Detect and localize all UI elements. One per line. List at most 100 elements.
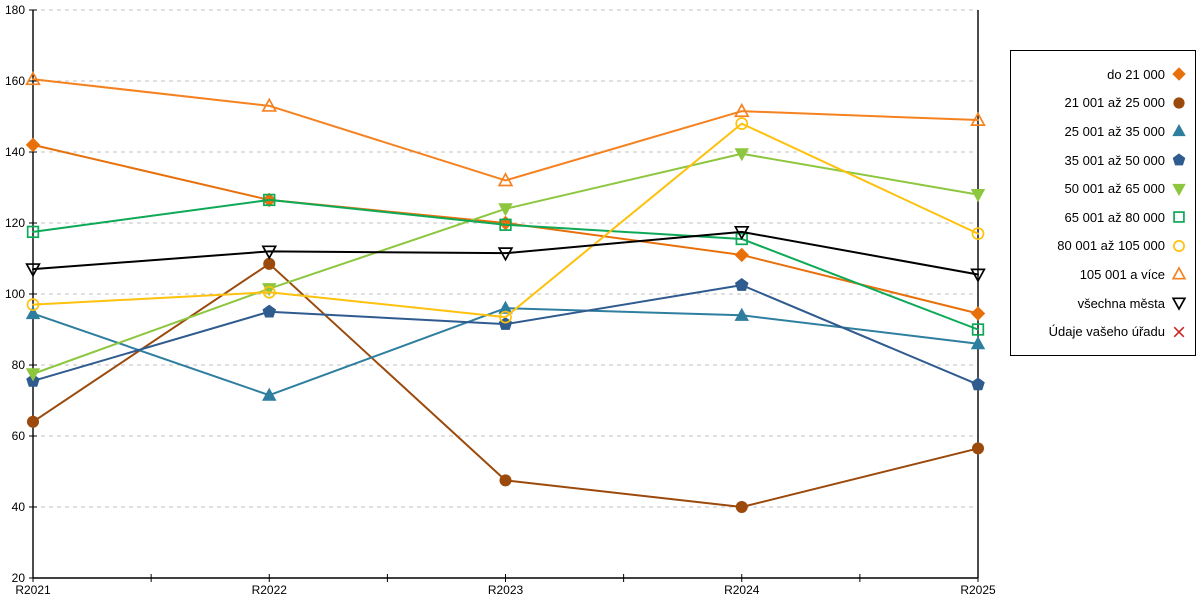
triangle-down-icon (733, 225, 750, 241)
legend-item-50-001-až-65-000[interactable]: 50 001 až 65 000 (1019, 174, 1187, 203)
triangle-down-icon (1171, 297, 1187, 311)
diamond-icon (1172, 67, 1186, 82)
circle-icon (735, 117, 749, 130)
circle-icon (971, 442, 985, 455)
triangle-down-icon (261, 245, 278, 260)
triangle-up-icon (970, 336, 986, 350)
triangle-down-icon (497, 247, 514, 262)
circle-icon (26, 298, 40, 312)
y-tick-label: 120 (5, 216, 25, 230)
x-tick-label: R2025 (960, 583, 996, 597)
triangle-up-icon (970, 111, 986, 126)
pentagon-icon (262, 304, 277, 318)
series-line (32, 122, 979, 319)
square-icon (1173, 211, 1185, 224)
circle-icon (971, 227, 985, 241)
triangle-up-icon (1171, 266, 1187, 280)
square-icon (263, 193, 276, 207)
triangle-down-icon (1172, 183, 1186, 196)
diamond-icon (970, 306, 986, 321)
series-do-21-000 (25, 137, 986, 321)
circle-icon (499, 474, 512, 487)
series-line (32, 198, 979, 331)
legend-item-80-001-až-105-000[interactable]: 80 001 až 105 000 (1019, 232, 1187, 261)
series-105-001-a-více (25, 70, 986, 187)
x-tick-label: R2022 (252, 583, 288, 597)
y-tick-label: 160 (5, 74, 25, 88)
series-50-001-až-65-000 (25, 148, 986, 382)
x-tick-label: R2023 (488, 583, 524, 597)
pentagon-icon (1172, 153, 1186, 166)
pentagon-icon (1172, 153, 1186, 166)
triangle-up-icon (497, 172, 514, 187)
y-tick-label: 40 (12, 500, 26, 514)
legend-label: Údaje vašeho úřadu (1048, 324, 1165, 340)
triangle-up-icon (1172, 124, 1186, 137)
square-icon (26, 225, 40, 239)
triangle-up-icon (1171, 266, 1187, 280)
triangle-down-icon (734, 148, 749, 162)
y-tick-label: 100 (5, 287, 25, 301)
legend-label: 80 001 až 105 000 (1057, 238, 1165, 254)
legend-item-35-001-až-50-000[interactable]: 35 001 až 50 000 (1019, 146, 1187, 175)
circle-icon (1173, 97, 1185, 109)
pentagon-icon (971, 377, 985, 391)
x-icon (1173, 326, 1185, 338)
triangle-up-icon (1172, 124, 1186, 137)
circle-icon (735, 500, 748, 514)
square-icon (735, 232, 748, 246)
series-35-001-až-50-000 (26, 278, 985, 391)
legend-item-21-001-až-25-000[interactable]: 21 001 až 25 000 (1019, 89, 1187, 118)
series-line (32, 262, 979, 508)
circle-icon (1173, 239, 1185, 252)
circle-icon (1173, 239, 1185, 252)
legend-label: 21 001 až 25 000 (1064, 95, 1165, 111)
legend-item-25-001-až-35-000[interactable]: 25 001 až 35 000 (1019, 117, 1187, 146)
circle-icon (499, 310, 512, 324)
legend-item-105-001-a-více[interactable]: 105 001 a více (1019, 260, 1187, 289)
series-všechna-města (25, 225, 986, 283)
circle-icon (263, 257, 276, 270)
triangle-down-icon (1172, 183, 1186, 196)
triangle-down-icon (25, 368, 41, 382)
legend-item-do-21-000[interactable]: do 21 000 (1019, 60, 1187, 89)
series-line (32, 78, 979, 182)
series-line (32, 152, 979, 375)
diamond-icon (25, 137, 41, 153)
triangle-up-icon (734, 307, 749, 321)
triangle-down-icon (1171, 297, 1187, 311)
series-line (32, 284, 979, 386)
axes: 20 40 60 80 100 120 140 160 180 R2021 R2022 R2023 R2… (5, 3, 996, 597)
y-tick-label: 80 (12, 358, 26, 372)
pentagon-icon (734, 278, 749, 291)
series-line (32, 230, 979, 276)
triangle-up-icon (262, 387, 277, 401)
legend-label: do 21 000 (1107, 66, 1165, 82)
square-icon (1173, 211, 1185, 224)
circle-icon (262, 285, 276, 299)
legend-item-65-001-až-80-000[interactable]: 65 001 až 80 000 (1019, 203, 1187, 232)
x-tick-label: R2024 (724, 583, 760, 597)
triangle-down-icon (25, 263, 41, 278)
legend-item-všechna-města[interactable]: všechna města (1019, 289, 1187, 318)
legend: do 21 000 21 001 až 25 000 25 001 až 35 00… (1010, 50, 1196, 356)
square-icon (971, 323, 985, 336)
gridlines (33, 9, 978, 508)
legend-label: 105 001 a více (1079, 266, 1165, 282)
triangle-down-icon (970, 268, 986, 283)
diamond-icon (1172, 67, 1186, 82)
triangle-up-icon (498, 300, 513, 314)
x-tick-label: R2021 (15, 583, 51, 597)
legend-item-údaje-vašeho-úřadu[interactable]: Údaje vašeho úřadu (1019, 317, 1187, 346)
legend-label: 65 001 až 80 000 (1064, 209, 1165, 225)
circle-icon (26, 415, 40, 428)
triangle-down-icon (262, 283, 277, 297)
triangle-down-icon (970, 189, 986, 203)
x-icon (1173, 326, 1185, 338)
circle-icon (1173, 97, 1185, 109)
y-tick-label: 180 (5, 3, 25, 17)
legend-label: všechna města (1077, 295, 1165, 311)
triangle-up-icon (25, 305, 41, 320)
triangle-up-icon (733, 102, 750, 118)
y-tick-label: 20 (12, 571, 26, 585)
